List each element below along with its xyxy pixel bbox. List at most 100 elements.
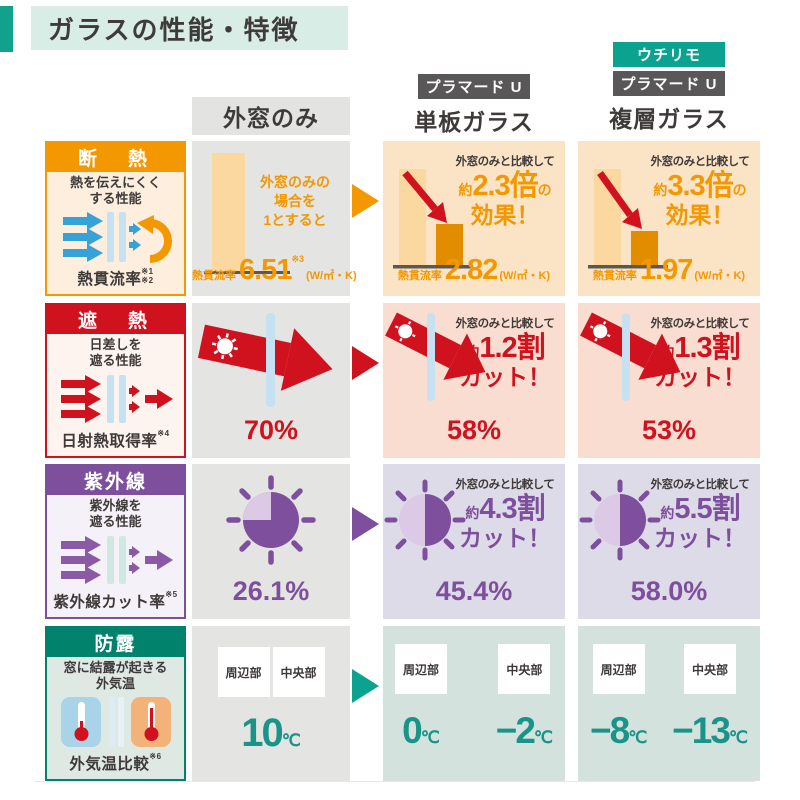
- comparison-callout: 外窓のみと比較して 約3.3倍の 効果！: [644, 153, 756, 228]
- column-label-double-glass: 複層ガラス: [609, 106, 729, 132]
- temperature-value: −8℃: [590, 710, 647, 752]
- highlight-line2: カット！: [654, 364, 746, 391]
- metric-label: 熱貫流率※1 ※2: [47, 267, 184, 294]
- u-value-unit: (W/㎡・K): [694, 270, 746, 282]
- cell-dew-outer: 周辺部 中央部 10℃: [192, 626, 350, 781]
- highlight-particle: の: [732, 182, 747, 198]
- column-label-single-glass: 単板ガラス: [414, 109, 534, 135]
- temp-number: 10: [241, 711, 283, 755]
- comparison-note: 外窓のみと比較して: [455, 318, 555, 330]
- dew-pair-content: 周辺部 −8℃ 中央部 −13℃: [578, 626, 760, 781]
- approx-prefix: 約: [465, 505, 480, 521]
- cell-insulation-pair: 外窓のみと比較して 約3.3倍の 効果！ 熱貫流率 1.97 (W/㎡・K): [578, 141, 760, 296]
- metric-footnote-refs: ※5: [165, 590, 178, 599]
- comparison-callout: 外窓のみと比較して 約4.3割 カット！: [449, 476, 561, 551]
- u-value-line: 熱貫流率 6.51※3(W/㎡・K): [192, 254, 357, 287]
- brand-badge-plamado: プラマード U: [418, 74, 530, 99]
- metric-label: 日射熱取得率※4: [47, 429, 184, 456]
- highlight-value: 3.3倍: [667, 170, 733, 202]
- solar-gain-value: 58%: [446, 415, 502, 445]
- metric-name: 熱貫流率: [77, 271, 142, 288]
- row-description: 熱を伝えにくく する性能: [70, 175, 161, 207]
- flow-arrow-icon: [352, 669, 379, 703]
- row-anti-condensation: 防露 窓に結露が起きる 外気温 外気温比較※6: [0, 626, 800, 781]
- cell-dew-single: 周辺部 0℃ 中央部 −2℃: [383, 626, 565, 781]
- insulation-icon-svg: [62, 212, 172, 264]
- temp-number: −13: [672, 710, 731, 751]
- perimeter-column: 周辺部 0℃: [395, 644, 447, 781]
- column-header-outer-window: 外窓のみ: [192, 97, 350, 135]
- approx-prefix: 約: [653, 182, 668, 198]
- row-title-insulation: 断 熱: [47, 143, 184, 172]
- metric-name: 紫外線カット率: [53, 594, 166, 611]
- highlight-value: 1.2割: [479, 332, 545, 364]
- row-heat-shield: 遮 熱 日差しを 遮る性能 日射熱取得率※4: [0, 303, 800, 458]
- highlight-line2: カット！: [459, 364, 551, 391]
- flow-arrow-icon: [352, 507, 379, 541]
- u-value-label: 熱貫流率: [192, 270, 236, 282]
- highlight-line1: 約3.3倍の: [644, 171, 756, 201]
- row-label-card-heat-shield: 遮 熱 日差しを 遮る性能 日射熱取得率※4: [45, 303, 186, 458]
- row-label-card-dew: 防露 窓に結露が起きる 外気温 外気温比較※6: [45, 626, 186, 781]
- bar-outer-window: [212, 153, 245, 271]
- u-value-label: 熱貫流率: [592, 270, 637, 282]
- comparison-note: 外窓のみと比較して: [650, 156, 750, 168]
- temp-number: 0: [402, 710, 423, 751]
- uv-arrows-icon: [47, 531, 184, 591]
- highlight-value: 1.3割: [674, 332, 740, 364]
- approx-prefix: 約: [465, 344, 480, 360]
- approx-prefix: 約: [660, 505, 675, 521]
- metric-label: 紫外線カット率※5: [47, 590, 184, 617]
- highlight-value: 5.5割: [674, 493, 740, 525]
- row-title-dew: 防露: [47, 628, 184, 657]
- center-column: 中央部 −2℃: [496, 644, 553, 781]
- bar-comparison-chart: [588, 169, 668, 269]
- temp-unit: ℃: [420, 728, 440, 747]
- solar-gain-value: 53%: [641, 415, 697, 445]
- temp-unit: ℃: [628, 728, 648, 747]
- solar-gain-value: 70%: [243, 415, 299, 445]
- flow-arrow-icon: [352, 184, 379, 218]
- highlight-line2: 効果！: [470, 202, 540, 229]
- metric-footnote-refs: ※6: [149, 752, 162, 761]
- temp-unit: ℃: [728, 728, 748, 747]
- comparison-note: 外窓のみと比較して: [650, 318, 750, 330]
- u-value-unit: (W/㎡・K): [499, 270, 551, 282]
- temp-number: −8: [590, 710, 630, 751]
- highlight-line1: 約4.3割: [449, 494, 561, 524]
- highlight-line2: カット！: [459, 525, 551, 552]
- brand-badge-uchirimo: ウチリモ: [613, 42, 725, 67]
- chart-baseline: [204, 271, 290, 274]
- row-uv: 紫外線 紫外線を 遮る性能 紫外線カット率※5: [0, 464, 800, 619]
- highlight-line2: 効果！: [665, 202, 735, 229]
- comparison-note: 外窓のみと比較して: [455, 156, 555, 168]
- comparison-callout: 外窓のみと比較して 約1.3割 カット！: [644, 315, 756, 390]
- u-value: 1.97: [639, 254, 693, 286]
- label-perimeter: 周辺部: [592, 644, 645, 694]
- cell-insulation-single: 外窓のみと比較して 約2.3倍の 効果！ 熱貫流率 2.82 (W/㎡・K): [383, 141, 565, 296]
- dew-outer-content: 周辺部 中央部 10℃: [192, 626, 350, 781]
- u-value-line: 熱貫流率 2.82 (W/㎡・K): [383, 254, 565, 287]
- highlight-line2: カット！: [654, 525, 746, 552]
- thermometer-icon-svg: [60, 697, 171, 748]
- uv-sun-pie-icon: [579, 479, 661, 561]
- row-description: 紫外線を 遮る性能: [89, 498, 142, 530]
- sun-arrow-through-glass: [197, 313, 333, 407]
- u-value-label: 熱貫流率: [397, 270, 442, 282]
- row-title-uv: 紫外線: [47, 466, 184, 495]
- row-insulation: 断 熱 熱を伝えにくく する性能 熱貫流率※1 ※2: [0, 141, 800, 296]
- label-center: 中央部: [498, 644, 551, 694]
- bottom-hairline: [35, 781, 755, 782]
- cell-heat-pair: 外窓のみと比較して 約1.3割 カット！ 53%: [578, 303, 760, 458]
- perimeter-column: 周辺部 −8℃: [590, 644, 647, 781]
- u-value-line: 熱貫流率 1.97 (W/㎡・K): [578, 254, 760, 287]
- cell-heat-single: 外窓のみと比較して 約1.2割 カット！ 58%: [383, 303, 565, 458]
- dew-single-content: 周辺部 0℃ 中央部 −2℃: [383, 626, 565, 781]
- u-value-unit: (W/㎡・K): [306, 270, 357, 282]
- temperature-value: 10℃: [241, 711, 301, 756]
- sun-arrow-through-glass: [385, 312, 486, 401]
- temperature-value: −2℃: [496, 710, 553, 752]
- temperature-value: −13℃: [672, 710, 748, 752]
- center-column: 中央部 −13℃: [672, 644, 748, 781]
